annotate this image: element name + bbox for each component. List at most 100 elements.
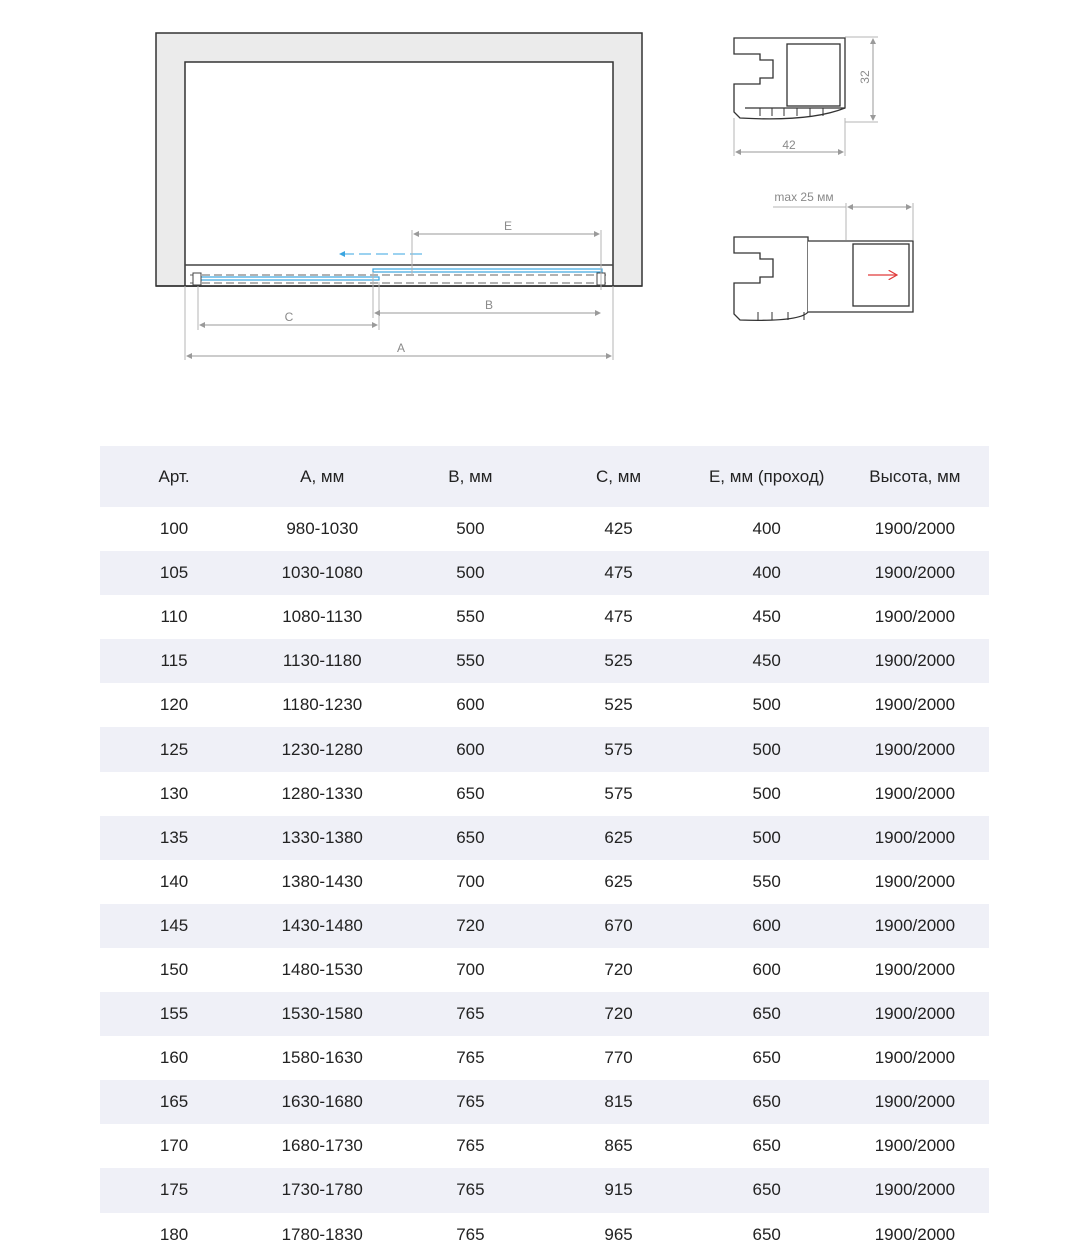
dimension-label-e: E [504,219,512,233]
table-cell: 1630-1680 [281,1092,363,1112]
table-row: 125 1230-1280 600 575 500 1900/2000 [100,727,989,772]
table-cell: 965 [604,1224,633,1244]
table-cell: 815 [604,1092,633,1112]
table-cell: 1280-1330 [281,783,363,803]
table-cell: 650 [752,1136,781,1156]
extension-label: max 25 мм [774,190,833,204]
table-cell: 670 [604,915,633,935]
table-cell: 1130-1180 [282,651,362,671]
table-cell: 1780-1830 [281,1224,363,1244]
table-cell: 150 [159,959,189,979]
table-cell: 110 [160,607,188,627]
table-cell: 575 [604,739,633,759]
table-cell: 550 [456,607,485,627]
table-cell: 1900/2000 [874,1224,956,1244]
table-cell: 1900/2000 [874,651,956,671]
table-row: 100 980-1030 500 425 400 1900/2000 [100,507,989,551]
table-cell: 625 [604,827,633,847]
table-cell: 525 [604,695,633,715]
table-cell: 700 [456,871,485,891]
table-cell: 105 [159,563,189,583]
table-cell: 550 [752,871,781,891]
table-cell: 450 [752,607,781,627]
table-cell: 1900/2000 [874,915,956,935]
table-cell: 165 [159,1092,189,1112]
profile-extended-section [733,236,914,321]
table-row: 115 1130-1180 550 525 450 1900/2000 [100,639,989,684]
table-row: 155 1530-1580 765 720 650 1900/2000 [100,992,989,1037]
table-cell: 145 [159,915,189,935]
table-cell: 915 [604,1180,633,1200]
profile-height-label: 32 [858,70,872,84]
table-cell: 525 [604,651,633,671]
table-cell: 450 [752,651,781,671]
table-cell: 130 [159,783,189,803]
shower-plan-view [155,32,643,287]
table-cell: 1900/2000 [874,1004,956,1024]
column-header: E, мм (проход) [708,466,825,486]
column-header: Высота, мм [869,466,961,486]
table-cell: 650 [752,1048,781,1068]
table-cell: 1900/2000 [874,739,956,759]
table-cell: 650 [752,1224,781,1244]
table-cell: 1900/2000 [874,827,956,847]
table-cell: 650 [752,1180,781,1200]
table-cell: 765 [456,1004,485,1024]
column-header: Арт. [158,466,190,486]
table-cell: 400 [752,519,781,539]
table-cell: 175 [159,1180,189,1200]
table-cell: 500 [752,739,781,759]
table-row: 160 1580-1630 765 770 650 1900/2000 [100,1036,989,1080]
table-cell: 765 [456,1092,485,1112]
table-row: 165 1630-1680 765 815 650 1900/2000 [100,1080,989,1125]
table-cell: 500 [752,783,781,803]
table-cell: 1730-1780 [281,1180,363,1200]
table-cell: 1900/2000 [874,959,956,979]
table-cell: 765 [456,1224,485,1244]
table-cell: 1900/2000 [874,1180,956,1200]
table-cell: 1900/2000 [874,1136,956,1156]
table-cell: 1180-1230 [282,695,363,715]
column-header: B, мм [448,466,493,486]
table-cell: 1900/2000 [874,563,956,583]
table-cell: 1330-1380 [281,827,363,847]
table-cell: 1030-1080 [281,563,363,583]
table-cell: 425 [604,519,633,539]
table-cell: 770 [604,1048,633,1068]
table-cell: 500 [752,695,781,715]
table-header-row: Арт. A, мм B, мм C, мм E, мм (проход) Высота,… [100,446,989,507]
table-cell: 720 [456,915,485,935]
table-cell: 475 [604,607,633,627]
table-cell: 125 [159,739,189,759]
table-cell: 1900/2000 [874,1048,956,1068]
table-row: 120 1180-1230 600 525 500 1900/2000 [100,683,989,727]
table-row: 170 1680-1730 765 865 650 1900/2000 [100,1124,989,1168]
table-cell: 1430-1480 [281,915,363,935]
table-cell: 1680-1730 [281,1136,363,1156]
table-cell: 700 [456,959,485,979]
table-cell: 650 [456,783,485,803]
table-row: 135 1330-1380 650 625 500 1900/2000 [100,815,989,860]
table-cell: 650 [456,827,485,847]
table-cell: 120 [159,695,189,715]
table-cell: 600 [456,739,485,759]
table-cell: 575 [604,783,633,803]
table-cell: 1900/2000 [874,871,956,891]
table-cell: 865 [604,1136,633,1156]
table-cell: 1900/2000 [874,607,956,627]
dimension-label-b: B [485,298,493,312]
table-cell: 1580-1630 [281,1048,363,1068]
table-cell: 720 [604,959,633,979]
column-header: C, мм [595,466,642,486]
table-cell: 1080-1130 [282,607,363,627]
table-row: 175 1730-1780 765 915 650 1900/2000 [100,1168,989,1213]
table-cell: 500 [456,563,485,583]
profile-width-label: 42 [782,138,796,152]
table-cell: 765 [456,1180,485,1200]
table-row: 180 1780-1830 765 965 650 1900/2000 [100,1213,989,1257]
table-row: 105 1030-1080 500 475 400 1900/2000 [100,551,989,596]
table-cell: 500 [456,519,485,539]
column-header: A, мм [300,466,345,486]
table-cell: 1480-1530 [281,959,363,979]
dimensions-table: Арт. A, мм B, мм C, мм E, мм (проход) Высота,… [100,446,989,1257]
